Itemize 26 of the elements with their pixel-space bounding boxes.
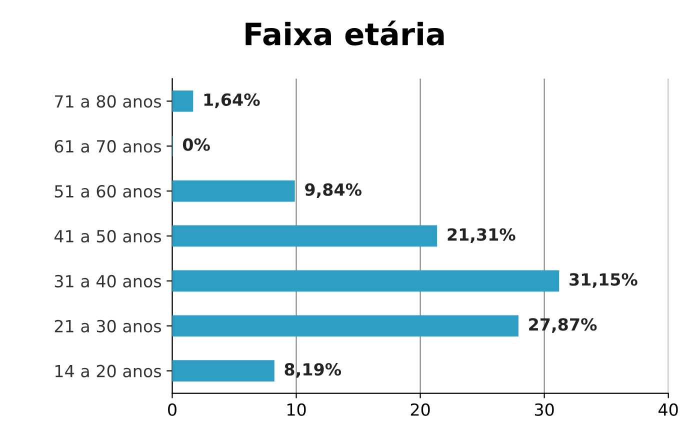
bar bbox=[172, 315, 518, 337]
data-label: 31,15% bbox=[570, 273, 638, 288]
bar bbox=[172, 90, 194, 112]
y-tick-label: 31 a 40 anos bbox=[54, 274, 162, 288]
data-label: 0% bbox=[182, 138, 210, 151]
data-label: 8,19% bbox=[284, 363, 342, 378]
data-label: 9,84% bbox=[305, 183, 362, 198]
data-label: 21,31% bbox=[448, 228, 516, 243]
y-tick-label: 14 a 20 anos bbox=[55, 364, 162, 378]
bar bbox=[172, 225, 438, 247]
y-tick-label: 71 a 80 anos bbox=[55, 95, 162, 108]
y-tick-label: 41 a 50 anos bbox=[54, 230, 162, 243]
x-tick-label: 20 bbox=[410, 403, 430, 416]
y-tick-label: 61 a 70 anos bbox=[54, 140, 162, 153]
x-tick-label: 40 bbox=[658, 403, 678, 416]
x-tick-label: 0 bbox=[168, 403, 176, 416]
bar bbox=[172, 270, 560, 292]
bar bbox=[172, 360, 274, 382]
y-tick-label: 21 a 30 anos bbox=[54, 320, 162, 332]
chart-title: Faixa etária bbox=[246, 20, 444, 46]
data-label: 1,64% bbox=[204, 93, 260, 108]
y-tick-label: 51 a 60 anos bbox=[54, 184, 162, 198]
data-label: 27,87% bbox=[529, 318, 597, 333]
x-tick-label: 10 bbox=[287, 403, 306, 416]
bar bbox=[172, 180, 295, 202]
x-tick-label: 30 bbox=[534, 403, 554, 416]
